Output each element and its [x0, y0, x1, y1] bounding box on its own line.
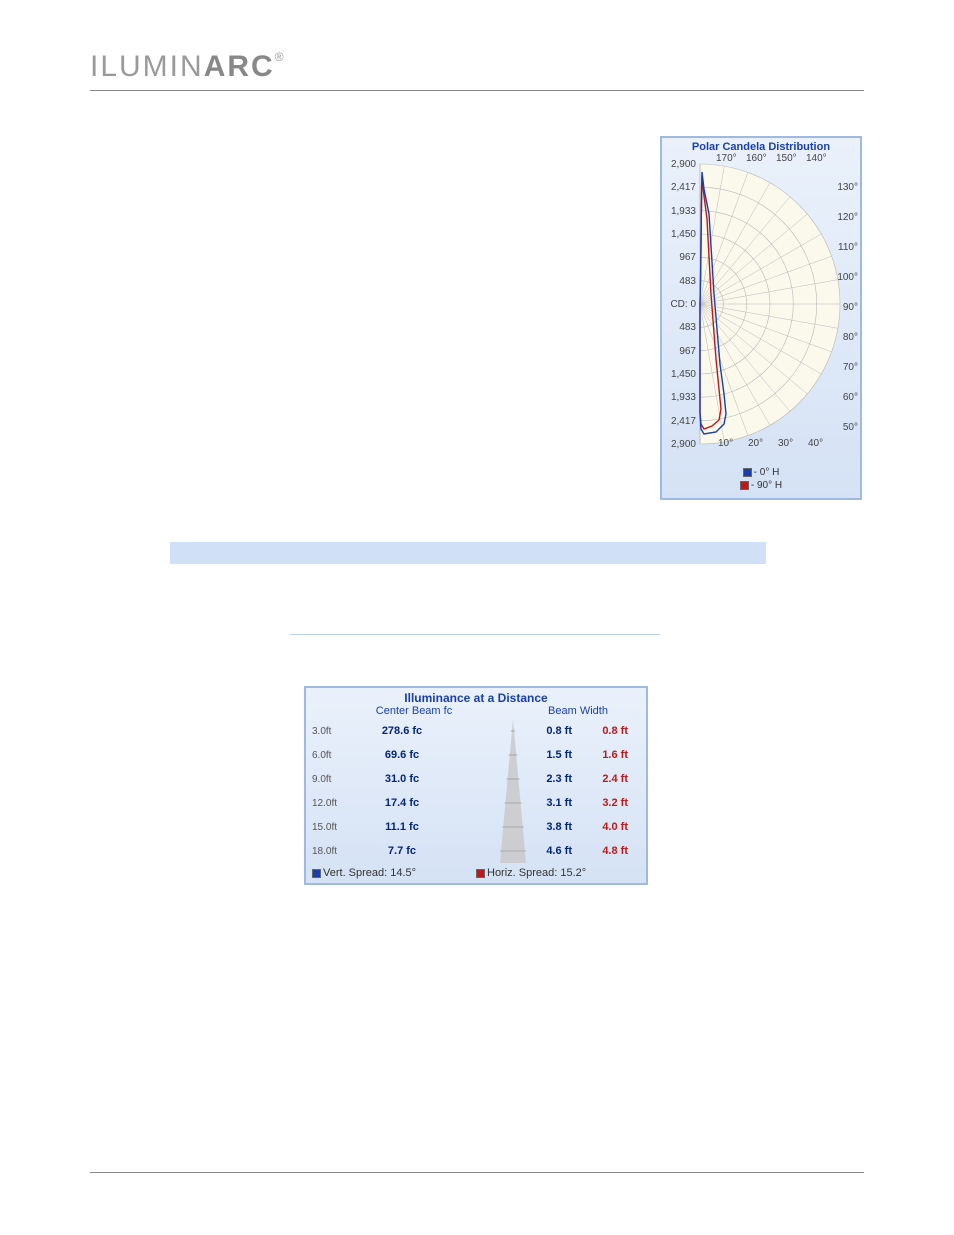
- legend-swatch-0: [743, 468, 752, 477]
- polar-angle-label: 110°: [838, 242, 858, 253]
- illum-sub-right: Beam Width: [516, 705, 640, 717]
- cell-beamwidth-horiz: 3.2 ft: [572, 797, 632, 809]
- polar-angle-label: 10°: [718, 438, 733, 449]
- polar-angle-label: 80°: [843, 332, 858, 343]
- spread-horiz: Horiz. Spread: 15.2°: [476, 867, 640, 879]
- cell-beamwidth-vert: 3.1 ft: [512, 797, 572, 809]
- polar-angle-label: 170°: [716, 153, 737, 164]
- table-row: 12.0ft17.4 fc 3.1 ft3.2 ft: [312, 791, 640, 815]
- polar-y-label: 1,450: [666, 229, 696, 240]
- polar-angle-label: 140°: [806, 153, 827, 164]
- cell-beamwidth-horiz: 1.6 ft: [572, 749, 632, 761]
- illum-sub-left: Center Beam fc: [352, 705, 476, 717]
- cell-fc: 11.1 fc: [352, 821, 452, 833]
- spread-vert-label: Vert. Spread: 14.5°: [323, 867, 416, 879]
- polar-y-label: 1,933: [666, 206, 696, 217]
- cell-beamwidth-horiz: 0.8 ft: [572, 725, 632, 737]
- polar-angle-label: 160°: [746, 153, 767, 164]
- polar-angle-label: 90°: [843, 302, 858, 313]
- illuminance-table: Illuminance at a Distance Center Beam fc…: [304, 686, 648, 885]
- polar-angle-label: 20°: [748, 438, 763, 449]
- polar-y-label: CD: 0: [666, 299, 696, 310]
- section-blue-bar: [170, 542, 766, 564]
- polar-legend: - 0° H - 90° H: [666, 466, 856, 492]
- cell-beamwidth-vert: 0.8 ft: [512, 725, 572, 737]
- polar-angle-label: 40°: [808, 438, 823, 449]
- illum-title: Illuminance at a Distance: [306, 688, 646, 705]
- illum-rows: 3.0ft278.6 fc 0.8 ft0.8 ft 6.0ft69.6 fc 1.5…: [306, 719, 646, 865]
- polar-title: Polar Candela Distribution: [666, 141, 856, 153]
- polar-y-label: 483: [666, 322, 696, 333]
- polar-y-label: 1,450: [666, 369, 696, 380]
- brand-bold: ARC: [204, 50, 275, 83]
- cell-fc: 7.7 fc: [352, 845, 452, 857]
- footer-rule: [90, 1172, 864, 1173]
- polar-y-label: 967: [666, 346, 696, 357]
- polar-y-label: 1,933: [666, 392, 696, 403]
- polar-angle-label: 70°: [843, 362, 858, 373]
- illum-spread: Vert. Spread: 14.5° Horiz. Spread: 15.2°: [306, 865, 646, 883]
- polar-angle-label: 30°: [778, 438, 793, 449]
- table-row: 15.0ft11.1 fc 3.8 ft4.0 ft: [312, 815, 640, 839]
- polar-angle-label: 60°: [843, 392, 858, 403]
- legend-row-0: - 0° H: [666, 466, 856, 479]
- polar-y-label: 2,900: [666, 439, 696, 450]
- polar-chart-area: 2,900 2,417 1,933 1,450 967 483 CD: 0 483 967 1,4…: [666, 154, 860, 464]
- illum-subheader: Center Beam fc Beam Width: [306, 705, 646, 719]
- cell-distance: 18.0ft: [312, 846, 352, 857]
- table-row: 3.0ft278.6 fc 0.8 ft0.8 ft: [312, 719, 640, 743]
- cell-fc: 17.4 fc: [352, 797, 452, 809]
- polar-angle-label: 50°: [843, 422, 858, 433]
- polar-y-label: 483: [666, 276, 696, 287]
- polar-angle-label: 100°: [837, 272, 858, 283]
- table-row: 9.0ft31.0 fc 2.3 ft2.4 ft: [312, 767, 640, 791]
- legend-label-0: - 0° H: [754, 467, 780, 478]
- polar-y-label: 967: [666, 252, 696, 263]
- cell-distance: 6.0ft: [312, 750, 352, 761]
- spread-horiz-label: Horiz. Spread: 15.2°: [487, 867, 586, 879]
- cell-fc: 69.6 fc: [352, 749, 452, 761]
- polar-angle-label: 120°: [837, 212, 858, 223]
- cell-distance: 12.0ft: [312, 798, 352, 809]
- polar-candela-chart: Polar Candela Distribution 2,900 2,417 1,9…: [660, 136, 862, 500]
- cell-distance: 15.0ft: [312, 822, 352, 833]
- cell-distance: 9.0ft: [312, 774, 352, 785]
- cell-distance: 3.0ft: [312, 726, 352, 737]
- spread-vert: Vert. Spread: 14.5°: [312, 867, 476, 879]
- polar-y-label: 2,417: [666, 416, 696, 427]
- legend-label-1: - 90° H: [751, 480, 782, 491]
- cell-fc: 31.0 fc: [352, 773, 452, 785]
- cell-beamwidth-vert: 3.8 ft: [512, 821, 572, 833]
- cell-beamwidth-vert: 4.6 ft: [512, 845, 572, 857]
- polar-angle-label: 130°: [837, 182, 858, 193]
- spread-horiz-swatch: [476, 869, 485, 878]
- cell-beamwidth-horiz: 4.0 ft: [572, 821, 632, 833]
- spread-vert-swatch: [312, 869, 321, 878]
- cell-beamwidth-horiz: 2.4 ft: [572, 773, 632, 785]
- legend-swatch-1: [740, 481, 749, 490]
- brand-reg: ®: [275, 50, 286, 64]
- cell-beamwidth-horiz: 4.8 ft: [572, 845, 632, 857]
- divider: [290, 634, 660, 635]
- polar-y-label: 2,900: [666, 159, 696, 170]
- polar-angle-label: 150°: [776, 153, 797, 164]
- table-row: 6.0ft69.6 fc 1.5 ft1.6 ft: [312, 743, 640, 767]
- cell-beamwidth-vert: 1.5 ft: [512, 749, 572, 761]
- cell-fc: 278.6 fc: [352, 725, 452, 737]
- table-row: 18.0ft7.7 fc 4.6 ft4.8 ft: [312, 839, 640, 863]
- brand-logo: ILUMINARC®: [90, 50, 864, 91]
- legend-row-1: - 90° H: [666, 479, 856, 492]
- polar-y-label: 2,417: [666, 182, 696, 193]
- cell-beamwidth-vert: 2.3 ft: [512, 773, 572, 785]
- brand-pre: ILUMIN: [90, 50, 204, 83]
